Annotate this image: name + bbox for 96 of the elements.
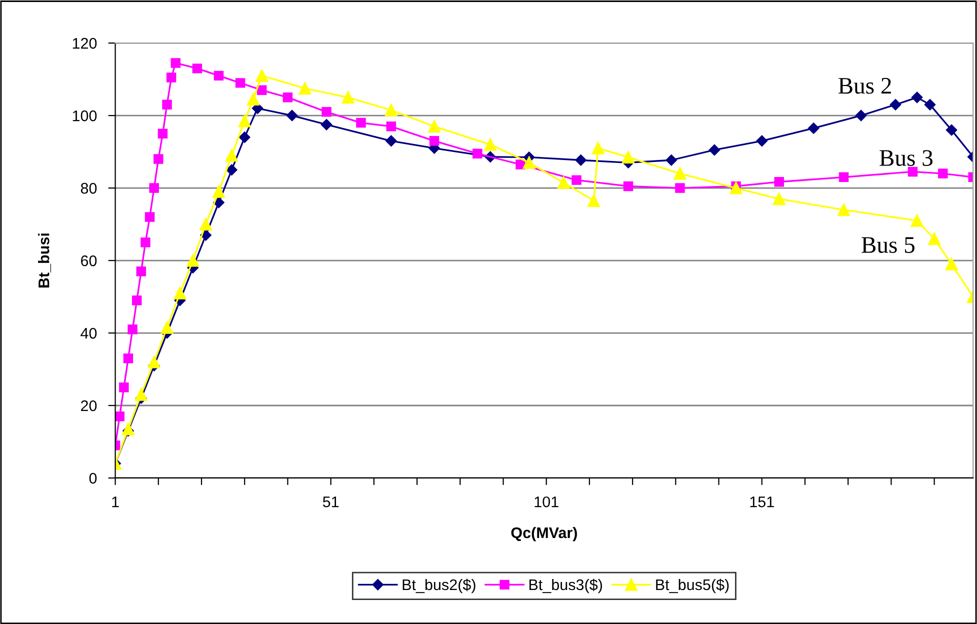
point [938,168,948,178]
legend-label: Bt_bus2($) [402,578,476,594]
point [186,254,200,267]
point [908,166,918,177]
point [213,196,224,208]
point [238,114,251,128]
point [386,122,396,132]
point [140,238,150,248]
x-axis-title: Qc(MVar) [511,526,577,542]
point [575,154,586,166]
point [246,92,260,106]
legend-label: Bt_bus3($) [529,578,602,594]
point [386,135,397,147]
annotation: Bus 2 [838,78,891,94]
point [162,100,172,110]
point [170,58,180,68]
point [214,70,224,81]
point [212,185,225,198]
point [136,266,146,276]
point [132,296,142,306]
point [428,120,441,133]
point [256,69,268,82]
point [322,107,332,117]
point [946,124,958,136]
point [166,72,176,82]
y-tick-label: 80 [80,182,97,194]
point [384,104,398,116]
point [890,99,902,110]
point [675,183,685,193]
point [144,212,155,222]
point [235,78,246,88]
y-tick-label: 0 [89,472,97,484]
point [286,110,298,122]
point [200,218,212,231]
point [115,412,124,422]
point [298,82,312,95]
point [928,232,941,246]
y-tick-label: 120 [72,38,97,49]
point [342,91,354,104]
point [134,388,148,401]
point [622,150,634,164]
point [282,92,293,102]
point [774,177,784,187]
point [128,324,138,334]
point [320,119,332,130]
point [666,154,677,166]
x-tick-label: 51 [322,496,339,508]
x-tick-label: 1 [112,496,119,508]
point [924,99,936,110]
point [256,85,267,96]
point [730,182,742,194]
point [192,64,202,74]
y-tick-label: 60 [81,255,97,266]
point [225,149,238,162]
point [674,167,686,180]
point [226,164,238,176]
point [356,118,366,128]
point [148,356,160,368]
point [838,172,849,182]
point [572,175,582,185]
point [429,136,440,146]
point [516,160,526,170]
point [855,110,867,122]
y-tick-label: 20 [81,400,97,412]
point [910,214,924,227]
point [472,148,482,158]
point [592,142,604,154]
point [154,154,164,164]
point [160,321,174,334]
point [239,132,250,143]
legend-label: Bt_bus5($) [656,578,729,594]
x-tick-label: 101 [534,496,558,508]
point [708,144,720,156]
point [522,156,536,169]
y-tick-label: 100 [72,110,97,122]
point [174,286,186,300]
annotation: Bus 3 [880,150,932,166]
y-axis-title: Bt_busi [38,234,51,288]
point [484,138,497,151]
point [756,135,768,147]
point [158,128,168,139]
point [772,192,786,206]
x-tick-label: 151 [750,496,774,508]
point [557,176,570,189]
point [838,204,850,216]
y-tick-label: 40 [80,328,97,339]
point [119,382,129,392]
point [149,183,159,193]
point [123,354,134,364]
point [623,181,634,192]
point [252,102,264,114]
annotation: Bus 5 [862,237,914,253]
point [911,92,923,104]
point [588,194,600,207]
point [945,258,958,270]
point [808,122,820,134]
